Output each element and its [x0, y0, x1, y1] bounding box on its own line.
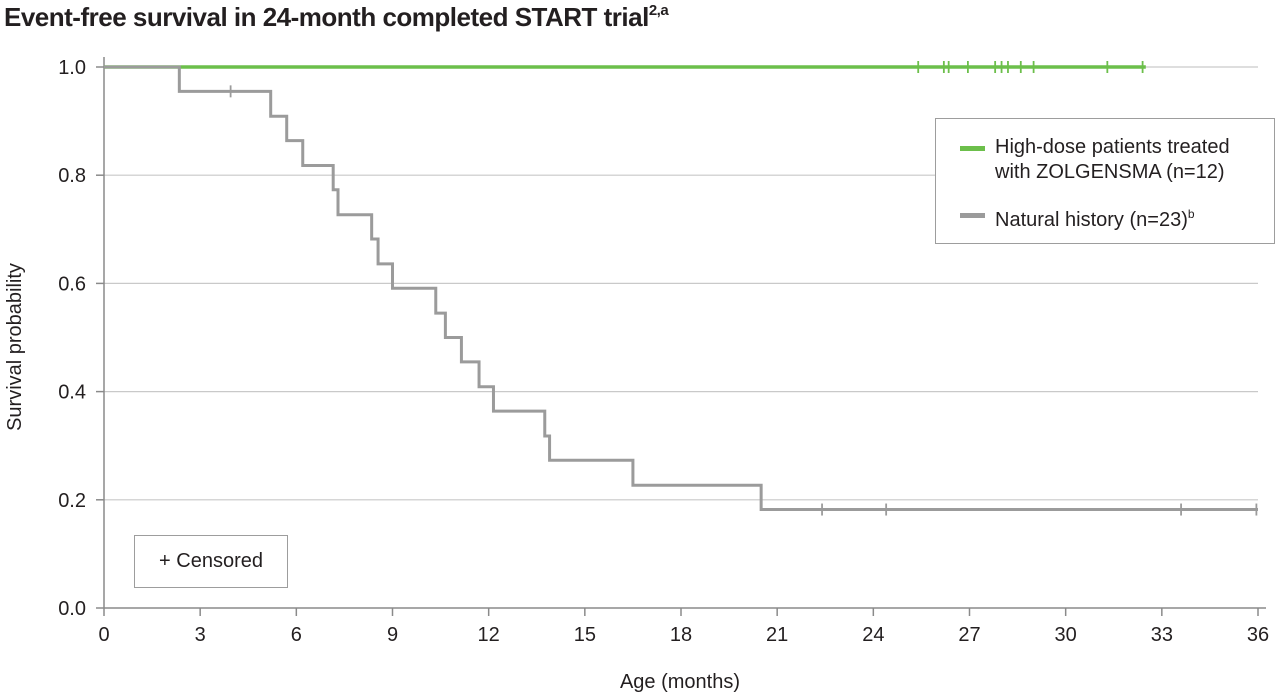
legend-item-high-dose: High-dose patients treated with ZOLGENSM…	[960, 135, 1265, 185]
legend-label-natural-history-wrap: Natural history (n=23)b	[995, 202, 1265, 233]
x-tick-label: 24	[862, 624, 884, 646]
y-tick-label: 0.8	[58, 165, 86, 187]
y-axis-label: Survival probability	[4, 263, 26, 431]
legend-item-natural-history: Natural history (n=23)b	[960, 202, 1265, 233]
legend-superscript-natural-history: b	[1187, 207, 1195, 221]
chart-title: Event-free survival in 24-month complete…	[4, 2, 669, 32]
series-natural-history-line	[104, 65, 1258, 512]
x-tick-label: 30	[1055, 624, 1077, 646]
x-tick-label: 9	[387, 624, 398, 646]
x-tick-label: 21	[766, 624, 788, 646]
y-tick-label: 0.2	[58, 490, 86, 512]
x-tick-label: 18	[670, 624, 692, 646]
x-tick-label: 15	[574, 624, 596, 646]
y-tick-label: 1.0	[58, 57, 86, 79]
legend-label-natural-history: Natural history (n=23)	[995, 209, 1188, 231]
y-tick-label: 0.4	[58, 382, 86, 404]
x-axis-label: Age (months)	[620, 671, 740, 693]
tick-labels: 0.00.20.40.60.81.00 3 6 9 12 15 18 21 24 27 30 33 36	[58, 57, 1269, 646]
x-tick-label: 6	[291, 624, 302, 646]
legend-label-high-dose: High-dose patients treated with ZOLGENSM…	[995, 136, 1230, 183]
x-tick-label: 0	[98, 624, 109, 646]
censored-note: + Censored	[134, 535, 288, 588]
legend-swatch-natural-history	[960, 213, 985, 218]
x-tick-label: 33	[1151, 624, 1173, 646]
axes	[96, 57, 1266, 616]
y-tick-label: 0.6	[58, 273, 86, 295]
title-superscript: 2,a	[648, 2, 669, 19]
censor-marks	[229, 61, 1258, 516]
x-tick-label: 36	[1247, 624, 1269, 646]
x-tick-label: 27	[958, 624, 980, 646]
legend: High-dose patients treated with ZOLGENSM…	[935, 118, 1275, 244]
x-tick-label: 3	[195, 624, 206, 646]
x-tick-label: 12	[478, 624, 500, 646]
y-tick-label: 0.0	[58, 598, 86, 620]
legend-swatch-high-dose	[960, 146, 985, 151]
series-lines	[104, 65, 1258, 512]
